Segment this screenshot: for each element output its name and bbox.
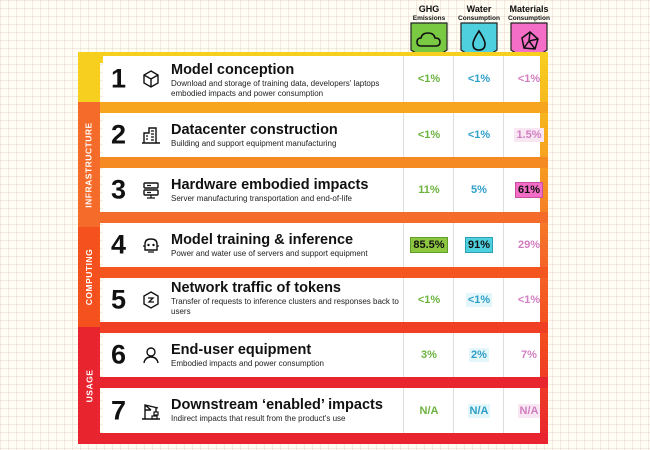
phase-number: 5	[111, 284, 127, 315]
ghg-value: <1%	[417, 294, 441, 306]
water-value: 5%	[471, 184, 487, 196]
water-value: <1%	[467, 129, 491, 141]
phase-title: Hardware embodied impacts	[171, 177, 369, 193]
materials-header-title: Materials	[509, 4, 549, 14]
ghg-value: <1%	[417, 73, 441, 85]
materials-value: <1%	[517, 294, 541, 306]
phase-description: Transfer of requests to inference cluste…	[171, 297, 399, 316]
phase-title: Model conception	[171, 62, 295, 78]
phase-description: Embodied impacts and power consumption	[171, 359, 324, 368]
ghg-value: N/A	[419, 404, 439, 417]
phase-number: 7	[111, 395, 127, 425]
row-separator	[78, 267, 548, 278]
water-header-subtitle: Consumption	[458, 15, 500, 22]
materials-header-subtitle: Consumption	[508, 15, 550, 22]
section-infrastructure-label: INFRASTRUCTURE	[84, 121, 95, 208]
phase-description: Building and support equipment manufactu…	[171, 139, 337, 148]
materials-value: <1%	[517, 73, 541, 85]
phase-row-6: 6 End-user equipment Embodied impacts an…	[103, 333, 540, 377]
phase-row-4: 4 Model training & inference Power and w…	[103, 223, 540, 267]
phase-row-3: 3 Hardware embodied impacts Server manuf…	[103, 168, 544, 212]
phase-title: End-user equipment	[171, 342, 312, 358]
section-computing: COMPUTING	[78, 227, 100, 327]
phase-row-7: 7 Downstream ‘enabled’ impacts Indirect …	[103, 388, 541, 433]
phase-title: Downstream ‘enabled’ impacts	[171, 397, 383, 413]
phase-row-5: 5 Network traffic of tokens Transfer of …	[103, 278, 540, 322]
phase-number: 2	[111, 119, 127, 150]
ghg-value: 85.5%	[403, 237, 455, 253]
row-separator	[78, 102, 548, 113]
phase-number: 6	[111, 339, 127, 370]
phase-row-1: 1 Model conception Download and storage …	[103, 56, 540, 102]
row-separator	[78, 322, 548, 333]
mineral-icon	[510, 22, 548, 62]
network-icon	[143, 291, 159, 309]
server-icon	[143, 182, 159, 199]
phase-description: Power and water use of servers and suppo…	[171, 249, 368, 258]
water-value: 2%	[469, 348, 489, 362]
ghg-value: 11%	[418, 184, 440, 196]
building-icon	[142, 127, 160, 144]
ghg-value: <1%	[417, 129, 441, 141]
materials-value: 61%	[503, 182, 555, 198]
ghg-value: 3%	[421, 349, 437, 361]
phase-description: Indirect impacts that result from the pr…	[171, 414, 346, 423]
phase-title: Model training & inference	[171, 232, 354, 248]
phase-number: 4	[111, 229, 127, 260]
phase-row-2: 2 Datacenter construction Building and s…	[103, 113, 544, 157]
water-header-title: Water	[466, 4, 492, 14]
phase-title: Datacenter construction	[171, 122, 338, 138]
water-value: 91%	[453, 237, 505, 253]
ghg-header-subtitle: Emissions	[412, 15, 446, 22]
robot-icon	[143, 238, 159, 253]
frame-right	[540, 52, 548, 444]
cube-icon	[143, 70, 159, 88]
frame-bottom-bar	[78, 433, 548, 444]
ghg-header-title: GHG	[418, 4, 440, 14]
frame-left-top	[78, 52, 100, 102]
user-icon	[143, 347, 159, 364]
water-header: Water Consumption	[453, 4, 505, 24]
section-infrastructure: INFRASTRUCTURE	[78, 102, 100, 227]
materials-value: 1.5%	[514, 128, 544, 142]
section-computing-label: COMPUTING	[84, 248, 95, 306]
phase-number: 3	[111, 174, 127, 205]
materials-header: Materials Consumption	[503, 4, 555, 24]
row-separator	[78, 212, 548, 223]
ghg-header: GHG Emissions	[403, 4, 455, 24]
phase-description: Server manufacturing transportation and …	[171, 194, 352, 203]
crane-icon	[142, 403, 160, 420]
phase-number: 1	[111, 63, 127, 94]
water-value: N/A	[467, 403, 491, 418]
materials-value: 29%	[517, 239, 541, 251]
phase-description: Download and storage of training data, d…	[171, 79, 380, 98]
water-value: <1%	[465, 293, 493, 307]
materials-value: N/A	[517, 403, 541, 418]
section-usage: USAGE	[78, 327, 100, 444]
water-value: <1%	[467, 73, 491, 85]
phase-title: Network traffic of tokens	[171, 280, 341, 296]
row-separator	[78, 157, 548, 168]
row-separator	[78, 377, 548, 388]
section-usage-label: USAGE	[84, 369, 95, 402]
materials-value: 7%	[521, 349, 537, 361]
